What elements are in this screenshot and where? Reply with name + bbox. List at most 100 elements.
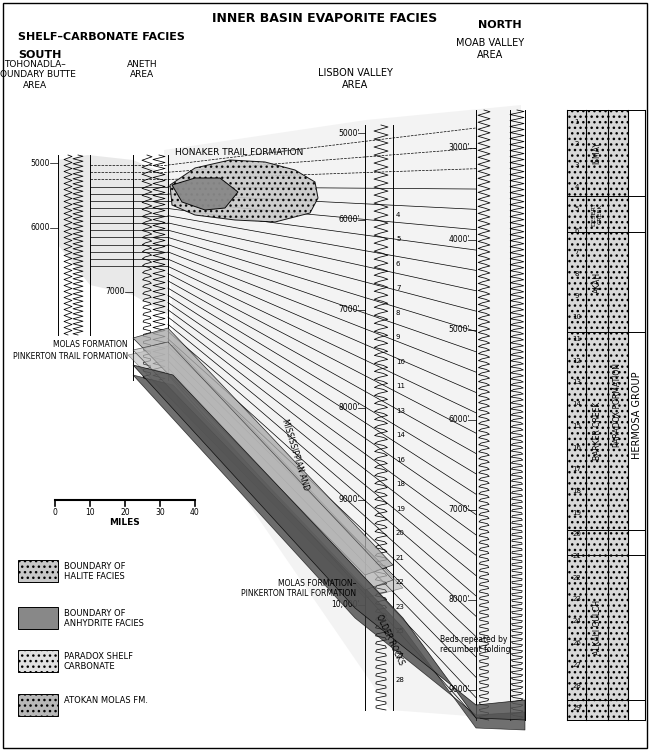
Text: 6000': 6000'	[448, 415, 470, 424]
Text: 10: 10	[396, 359, 405, 365]
Text: MOLAS FORMATION: MOLAS FORMATION	[53, 340, 128, 349]
Text: BOUNDARY OF
ANHYDRITE FACIES: BOUNDARY OF ANHYDRITE FACIES	[64, 609, 144, 629]
Text: 27: 27	[572, 662, 581, 668]
Text: 4: 4	[396, 212, 400, 218]
Text: 23: 23	[572, 596, 581, 602]
Text: 13: 13	[572, 379, 581, 385]
Text: 15: 15	[572, 423, 581, 429]
Text: BOUNDARY OF
HALITE FACIES: BOUNDARY OF HALITE FACIES	[64, 562, 125, 581]
Text: 3: 3	[574, 162, 578, 168]
Text: 16: 16	[572, 445, 581, 451]
Text: 19: 19	[572, 510, 581, 516]
Text: BARKER CREEK: BARKER CREEK	[593, 402, 601, 460]
Text: 9000': 9000'	[339, 496, 360, 505]
Text: 22: 22	[572, 575, 581, 581]
Text: 7000': 7000'	[448, 505, 470, 514]
Text: ANETH
AREA: ANETH AREA	[127, 60, 157, 80]
Text: 10,000': 10,000'	[332, 601, 360, 610]
Text: PARADOX SHELF
CARBONATE: PARADOX SHELF CARBONATE	[64, 652, 133, 671]
Text: 26: 26	[572, 640, 581, 646]
Text: ATOKAN MOLAS FM.: ATOKAN MOLAS FM.	[64, 696, 148, 705]
Text: 7: 7	[396, 285, 400, 291]
Text: 14: 14	[396, 433, 405, 439]
Text: 25: 25	[396, 628, 405, 634]
Text: 8000': 8000'	[339, 403, 360, 412]
Text: 10: 10	[572, 315, 581, 321]
Text: SHELF–CARBONATE FACIES: SHELF–CARBONATE FACIES	[18, 32, 185, 42]
Polygon shape	[18, 560, 58, 582]
Text: 2: 2	[575, 140, 578, 146]
Polygon shape	[133, 375, 525, 730]
Text: INNER BASIN EVAPORITE FACIES: INNER BASIN EVAPORITE FACIES	[213, 12, 437, 25]
Text: 12: 12	[572, 357, 581, 363]
Polygon shape	[18, 650, 58, 672]
Text: 20: 20	[396, 530, 405, 536]
Text: 23: 23	[396, 604, 405, 610]
Text: 1: 1	[574, 119, 578, 125]
Polygon shape	[128, 345, 403, 598]
Text: 6: 6	[574, 228, 578, 234]
Text: 28: 28	[396, 677, 405, 683]
Text: 5000: 5000	[31, 158, 50, 167]
Text: 18: 18	[396, 481, 405, 487]
Text: MISSISSIPPIAN AND: MISSISSIPPIAN AND	[280, 418, 310, 492]
Text: 0: 0	[53, 508, 57, 517]
Polygon shape	[133, 342, 393, 590]
Text: ALKALI GULCH: ALKALI GULCH	[593, 600, 601, 655]
Text: SOUTH: SOUTH	[18, 50, 61, 60]
Text: 8000': 8000'	[448, 596, 470, 605]
Text: 8: 8	[574, 271, 578, 277]
Polygon shape	[133, 365, 525, 720]
Polygon shape	[18, 607, 58, 629]
Text: 40: 40	[190, 508, 200, 517]
Text: MOLAS FORMATION–: MOLAS FORMATION–	[278, 578, 356, 587]
Text: NORTH: NORTH	[478, 20, 522, 30]
Text: 24: 24	[572, 618, 581, 624]
Text: 14: 14	[572, 401, 581, 407]
Text: 29: 29	[572, 705, 581, 711]
Text: 5: 5	[575, 206, 578, 212]
Text: 6: 6	[396, 261, 400, 267]
Polygon shape	[172, 178, 238, 210]
Text: TOHONADLA–
BOUNDARY BUTTE
AREA: TOHONADLA– BOUNDARY BUTTE AREA	[0, 60, 76, 90]
Text: PINKERTON TRAIL FORMATION: PINKERTON TRAIL FORMATION	[13, 352, 128, 361]
Text: 9: 9	[574, 293, 578, 299]
Text: 20: 20	[120, 508, 130, 517]
Text: MOAB VALLEY
AREA: MOAB VALLEY AREA	[456, 38, 524, 59]
Text: Beds repeated by
recumbent folding: Beds repeated by recumbent folding	[440, 635, 510, 654]
Text: LISBON VALLEY
AREA: LISBON VALLEY AREA	[318, 68, 393, 89]
Text: HERMOSA GROUP: HERMOSA GROUP	[632, 371, 642, 459]
Polygon shape	[567, 110, 628, 720]
Text: 6000: 6000	[31, 224, 50, 233]
Text: DESERT
CREEK: DESERT CREEK	[592, 202, 603, 226]
Text: 7000: 7000	[105, 288, 125, 297]
Text: ISMAY: ISMAY	[593, 141, 601, 164]
Text: 19: 19	[396, 505, 405, 511]
Text: 16: 16	[396, 457, 405, 463]
Text: MILES: MILES	[110, 518, 140, 527]
Text: 4: 4	[575, 184, 578, 190]
Polygon shape	[164, 105, 521, 720]
Text: 5000': 5000'	[448, 325, 470, 334]
Text: 9: 9	[396, 334, 400, 340]
Text: 11: 11	[572, 336, 581, 342]
Polygon shape	[58, 155, 168, 315]
Text: 4000': 4000'	[448, 236, 470, 245]
Text: 7: 7	[574, 249, 578, 255]
Text: 5000': 5000'	[339, 128, 360, 137]
Polygon shape	[133, 328, 393, 575]
Text: 17: 17	[572, 466, 581, 472]
Text: 22: 22	[396, 579, 405, 585]
Text: 28: 28	[572, 683, 581, 689]
Text: 5: 5	[396, 237, 400, 243]
Polygon shape	[18, 694, 58, 716]
Text: 6000': 6000'	[339, 216, 360, 225]
Text: 13: 13	[396, 408, 405, 414]
Text: 30: 30	[155, 508, 165, 517]
Text: 11: 11	[396, 383, 405, 389]
Text: 27: 27	[396, 653, 405, 659]
Text: 9000': 9000'	[448, 686, 470, 695]
Text: PARADOX FORMATION: PARADOX FORMATION	[614, 363, 623, 447]
Text: 21: 21	[572, 553, 581, 559]
Text: PINKERTON TRAIL FORMATION: PINKERTON TRAIL FORMATION	[241, 590, 356, 599]
